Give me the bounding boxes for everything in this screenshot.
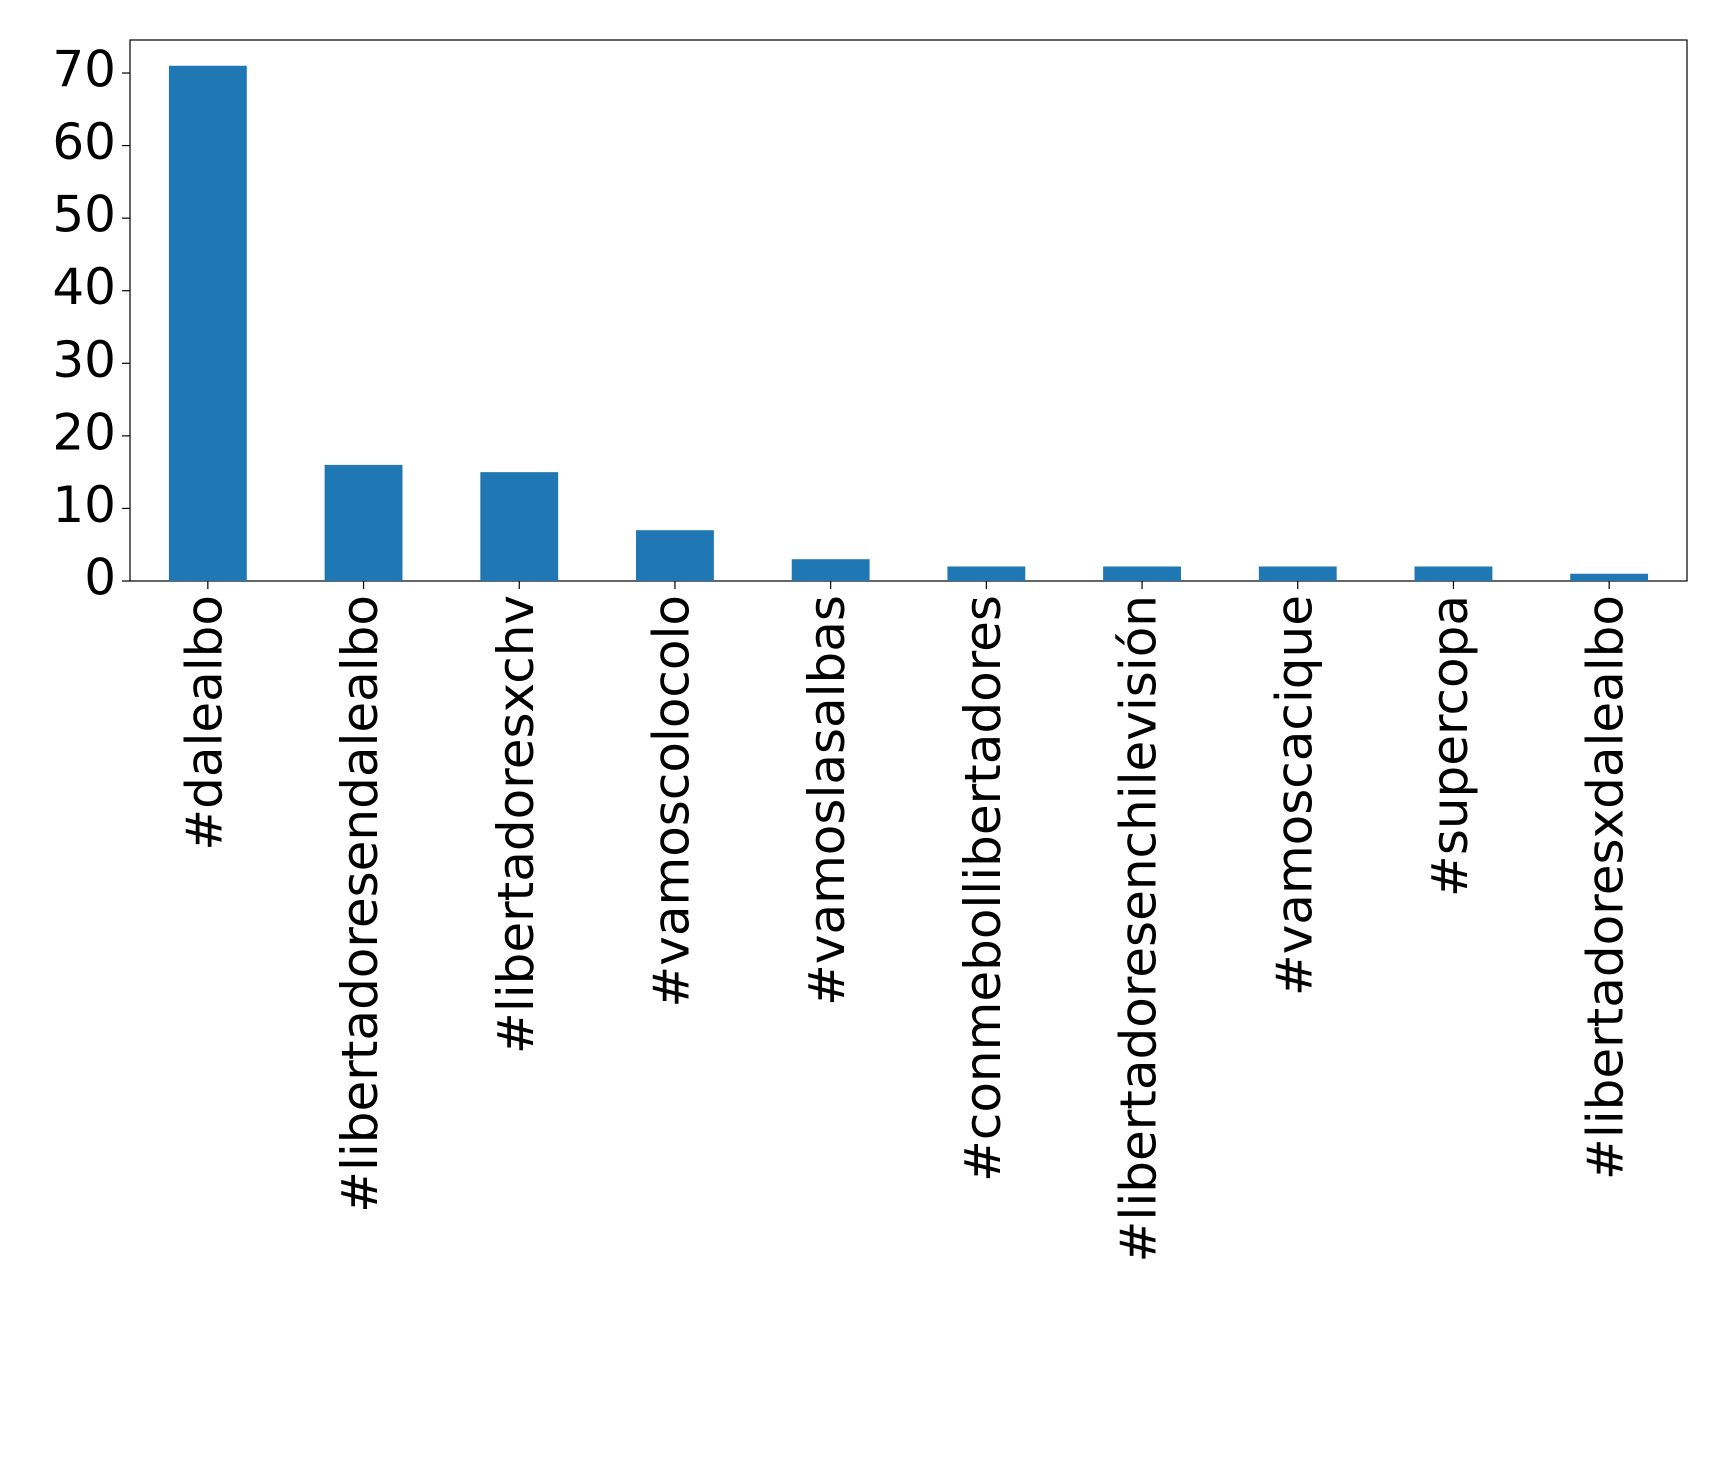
y-tick-label: 60 [52, 113, 116, 171]
x-tick-label: #vamoscacique [1265, 595, 1323, 996]
x-tick-label: #libertadoresendalealbo [331, 595, 389, 1213]
bar [1570, 573, 1649, 581]
y-tick-label: 10 [52, 476, 116, 534]
y-tick-label: 40 [52, 258, 116, 316]
y-tick-label: 20 [52, 403, 116, 461]
bar [636, 530, 714, 581]
x-tick-label: #libertadoresxchv [487, 595, 545, 1054]
bar [480, 472, 559, 581]
x-tick-label: #vamoscolocolo [642, 595, 700, 1008]
x-tick-label: #vamoslasalbas [798, 595, 856, 1006]
x-tick-label: #conmebollibertadores [954, 595, 1012, 1182]
bar [324, 464, 403, 581]
bar [1414, 566, 1493, 581]
y-tick-label: 0 [84, 549, 116, 607]
x-tick-label: #libertadoresenchilevisión [1110, 595, 1168, 1262]
y-tick-label: 70 [52, 41, 116, 99]
bar [168, 65, 247, 581]
x-tick-label: #supercopa [1421, 595, 1479, 897]
y-tick-label: 50 [52, 186, 116, 244]
bar [1258, 566, 1337, 581]
bar [791, 559, 870, 581]
plot-frame [129, 39, 1688, 582]
bar [1103, 566, 1181, 581]
bar [947, 566, 1026, 581]
x-tick-label: #libertadoresxdalealbo [1577, 595, 1635, 1180]
x-tick-label: #dalealbo [175, 595, 233, 851]
y-tick-label: 30 [52, 331, 116, 389]
